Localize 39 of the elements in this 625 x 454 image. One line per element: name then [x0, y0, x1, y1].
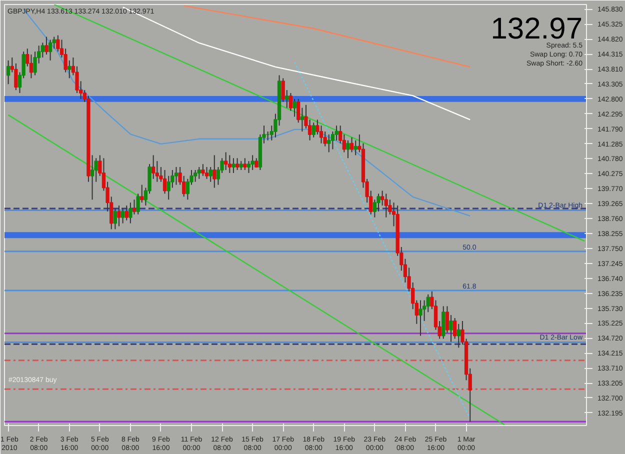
candlestick [90, 154, 94, 200]
candlestick [384, 193, 388, 218]
candlestick [48, 39, 52, 61]
candlestick [152, 154, 156, 180]
candlestick [300, 107, 304, 132]
candlestick [285, 90, 289, 108]
candlestick [228, 154, 232, 174]
candlestick [208, 166, 212, 182]
candlestick [232, 158, 236, 174]
candlestick [174, 166, 178, 186]
candlestick [6, 60, 10, 85]
candlestick [327, 134, 331, 153]
candlestick [449, 314, 453, 342]
candlestick [197, 166, 201, 180]
candlestick [68, 60, 72, 79]
candlestick [250, 154, 254, 170]
candlestick [120, 208, 125, 224]
candlestick [346, 140, 350, 159]
candlestick [224, 152, 228, 170]
candlestick [204, 166, 209, 180]
candlestick [117, 205, 121, 227]
candlestick [418, 300, 422, 336]
candlestick [354, 140, 358, 156]
candlestick [201, 164, 205, 176]
candlestick [292, 98, 296, 118]
candlestick [113, 208, 118, 230]
candlestick [243, 158, 247, 170]
candlestick [193, 170, 198, 182]
candlestick [312, 122, 316, 138]
candlestick [132, 199, 136, 215]
candlestick [128, 202, 132, 224]
candlestick [350, 136, 354, 153]
candlestick [212, 154, 216, 188]
candlestick [140, 184, 144, 204]
candlestick [235, 158, 240, 170]
candlestick [442, 306, 446, 340]
candlestick [456, 323, 460, 348]
candlestick [124, 205, 128, 221]
candlestick [44, 36, 48, 56]
